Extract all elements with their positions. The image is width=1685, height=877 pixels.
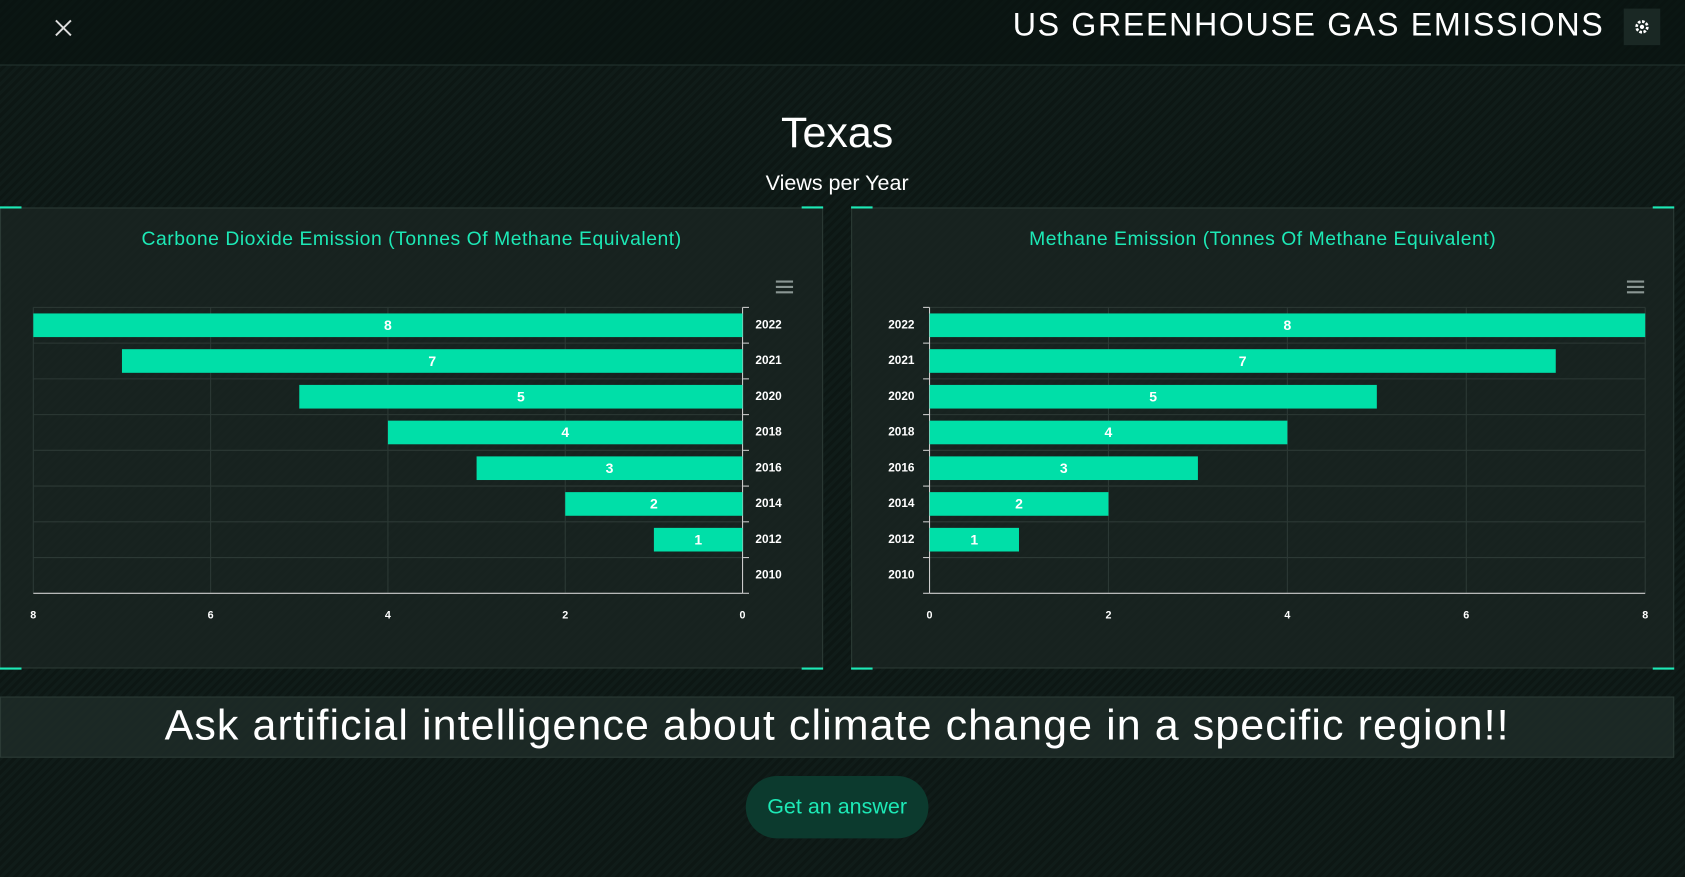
category-label: 2021 xyxy=(888,353,915,367)
bar xyxy=(299,384,743,409)
category-label: 2016 xyxy=(755,460,782,474)
category-label: 2022 xyxy=(755,317,782,331)
category-label: 2018 xyxy=(888,425,915,439)
value-label: 4 xyxy=(561,424,569,440)
prompt-banner: Ask artificial intelligence about climat… xyxy=(0,696,1675,758)
value-label: 2 xyxy=(1015,496,1023,512)
value-label: 3 xyxy=(1060,460,1068,476)
value-label: 2 xyxy=(650,496,658,512)
category-label: 2010 xyxy=(888,568,915,582)
menu-icons[interactable] xyxy=(775,280,1645,294)
category-label: 2010 xyxy=(755,568,782,582)
x-tick-label: 8 xyxy=(30,610,36,622)
answer-button[interactable]: Get an answer xyxy=(745,776,929,839)
x-tick-label: 4 xyxy=(385,610,391,622)
panel-corners xyxy=(0,206,1675,670)
header-title: US GREENHOUSE GAS EMISSIONS xyxy=(1012,7,1605,43)
x-tick-label: 8 xyxy=(1642,610,1648,622)
category-label: 2014 xyxy=(888,496,915,510)
value-label: 8 xyxy=(1283,317,1291,333)
bar xyxy=(565,492,743,516)
value-label: 1 xyxy=(694,531,702,547)
x-tick-label: 2 xyxy=(1105,610,1111,622)
category-label: 2012 xyxy=(888,532,915,546)
x-tick-label: 6 xyxy=(1463,610,1469,622)
category-label: 2018 xyxy=(755,425,782,439)
category-label: 2014 xyxy=(755,496,782,510)
bar xyxy=(929,420,1288,445)
value-label: 8 xyxy=(384,317,392,333)
bar xyxy=(929,313,1646,338)
subtitle: Views per Year xyxy=(765,171,909,196)
region-title: Texas xyxy=(780,109,894,157)
header xyxy=(0,0,1685,66)
bar xyxy=(33,313,743,338)
value-label: 7 xyxy=(1239,353,1247,369)
category-label: 2020 xyxy=(888,389,915,403)
bar xyxy=(121,349,743,373)
bar xyxy=(929,492,1109,516)
bar xyxy=(929,384,1377,409)
bar xyxy=(929,527,1019,552)
bar xyxy=(929,349,1556,373)
x-tick-label: 4 xyxy=(1284,610,1290,622)
x-tick-label: 2 xyxy=(562,610,568,622)
value-label: 5 xyxy=(1149,388,1157,404)
category-label: 2021 xyxy=(755,353,782,367)
category-label: 2022 xyxy=(888,317,915,331)
x-tick-label: 0 xyxy=(740,610,746,622)
chart-title: Carbone Dioxide Emission (Tonnes Of Meth… xyxy=(141,227,682,250)
bar xyxy=(929,456,1198,481)
value-label: 4 xyxy=(1105,424,1113,440)
value-label: 1 xyxy=(970,531,978,547)
bar xyxy=(387,420,743,445)
value-label: 3 xyxy=(606,460,614,476)
value-label: 5 xyxy=(517,388,525,404)
chart-title: Methane Emission (Tonnes Of Methane Equi… xyxy=(1029,227,1497,250)
category-label: 2020 xyxy=(755,389,782,403)
category-label: 2012 xyxy=(755,532,782,546)
x-tick-label: 0 xyxy=(927,610,933,622)
settings-button[interactable] xyxy=(1623,8,1661,46)
value-label: 7 xyxy=(428,353,436,369)
close-button[interactable] xyxy=(54,18,73,37)
x-tick-label: 6 xyxy=(208,610,214,622)
bar xyxy=(653,527,743,552)
category-label: 2016 xyxy=(888,460,915,474)
bar xyxy=(476,456,743,481)
